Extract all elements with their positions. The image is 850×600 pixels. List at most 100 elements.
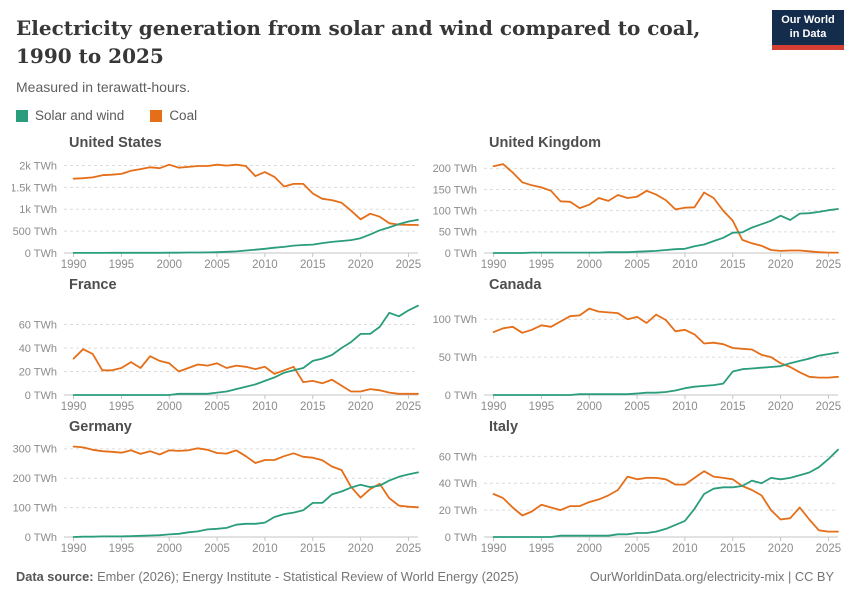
legend-item-coal: Coal xyxy=(150,108,197,123)
svg-text:60 TWh: 60 TWh xyxy=(19,319,57,331)
chart-plot[interactable]: 0 TWh 100 TWh 200 TWh 300 TWh 1990 1995 2000 20… xyxy=(12,438,422,554)
svg-text:2020: 2020 xyxy=(768,259,794,270)
svg-text:2k TWh: 2k TWh xyxy=(19,160,57,172)
svg-text:200 TWh: 200 TWh xyxy=(433,163,477,175)
chart-cell-united-states: United States 0 TWh 500 TWh 1k TWh 1.5k TWh… xyxy=(12,135,422,270)
svg-text:1.5k TWh: 1.5k TWh xyxy=(12,182,57,194)
page-title: Electricity generation from solar and wi… xyxy=(16,16,701,68)
svg-text:100 TWh: 100 TWh xyxy=(433,314,477,326)
svg-text:2000: 2000 xyxy=(156,259,182,270)
svg-text:150 TWh: 150 TWh xyxy=(433,184,477,196)
svg-text:2020: 2020 xyxy=(348,543,374,554)
svg-text:2015: 2015 xyxy=(720,259,746,270)
svg-text:1995: 1995 xyxy=(529,259,555,270)
owid-logo-line2: in Data xyxy=(789,27,827,40)
svg-text:2025: 2025 xyxy=(396,543,422,554)
svg-text:2000: 2000 xyxy=(576,401,602,412)
chart-title: Germany xyxy=(69,419,132,435)
svg-text:2020: 2020 xyxy=(348,259,374,270)
svg-text:2005: 2005 xyxy=(204,401,230,412)
svg-text:0 TWh: 0 TWh xyxy=(445,532,477,544)
svg-text:2010: 2010 xyxy=(672,543,698,554)
svg-text:200 TWh: 200 TWh xyxy=(13,473,57,485)
svg-text:1990: 1990 xyxy=(481,259,507,270)
svg-text:1995: 1995 xyxy=(529,543,555,554)
chart-cell-italy: Italy 0 TWh 20 TWh 40 TWh 60 TWh 1990 1995 200… xyxy=(432,419,842,554)
svg-text:2010: 2010 xyxy=(672,259,698,270)
svg-text:0 TWh: 0 TWh xyxy=(445,248,477,260)
owid-logo[interactable]: Our World in Data xyxy=(772,10,844,50)
owid-logo-line1: Our World xyxy=(781,14,835,27)
legend: Solar and wind Coal xyxy=(16,108,834,123)
svg-text:2005: 2005 xyxy=(624,259,650,270)
svg-text:100 TWh: 100 TWh xyxy=(13,502,57,514)
charts-grid: United States 0 TWh 500 TWh 1k TWh 1.5k TWh… xyxy=(12,135,841,554)
chart-plot[interactable]: 0 TWh 20 TWh 40 TWh 60 TWh 1990 1995 2000 2005 2… xyxy=(12,296,422,412)
svg-text:2020: 2020 xyxy=(348,401,374,412)
svg-text:1990: 1990 xyxy=(481,401,507,412)
svg-text:2010: 2010 xyxy=(252,259,278,270)
svg-text:100 TWh: 100 TWh xyxy=(433,206,477,218)
owid-attribution-link[interactable]: OurWorldinData.org/electricity-mix | CC … xyxy=(589,569,834,584)
svg-text:2000: 2000 xyxy=(576,543,602,554)
svg-text:2005: 2005 xyxy=(624,543,650,554)
chart-subtitle: Measured in terawatt-hours. xyxy=(16,79,191,95)
chart-plot[interactable]: 0 TWh 500 TWh 1k TWh 1.5k TWh 2k TWh 1990 1995… xyxy=(12,154,422,270)
svg-text:2025: 2025 xyxy=(816,543,842,554)
svg-text:1995: 1995 xyxy=(109,543,135,554)
svg-text:20 TWh: 20 TWh xyxy=(19,366,57,378)
chart-title: United Kingdom xyxy=(489,135,601,151)
svg-text:2005: 2005 xyxy=(204,543,230,554)
legend-item-solar-wind: Solar and wind xyxy=(16,108,124,123)
svg-text:2020: 2020 xyxy=(768,543,794,554)
data-source: Data source: Ember (2026); Energy Instit… xyxy=(16,569,519,584)
legend-label: Coal xyxy=(169,108,198,123)
svg-text:0 TWh: 0 TWh xyxy=(25,248,57,260)
svg-text:2015: 2015 xyxy=(300,401,326,412)
svg-text:2010: 2010 xyxy=(672,401,698,412)
svg-text:60 TWh: 60 TWh xyxy=(439,451,477,463)
svg-text:2010: 2010 xyxy=(252,543,278,554)
svg-text:40 TWh: 40 TWh xyxy=(19,343,57,355)
svg-text:2005: 2005 xyxy=(204,259,230,270)
svg-text:2025: 2025 xyxy=(396,259,422,270)
svg-text:2020: 2020 xyxy=(768,401,794,412)
svg-text:2025: 2025 xyxy=(816,401,842,412)
svg-text:1995: 1995 xyxy=(109,401,135,412)
svg-text:2015: 2015 xyxy=(300,259,326,270)
svg-text:2000: 2000 xyxy=(576,259,602,270)
svg-text:0 TWh: 0 TWh xyxy=(445,390,477,402)
svg-text:1995: 1995 xyxy=(109,259,135,270)
svg-text:2000: 2000 xyxy=(156,401,182,412)
chart-title: Italy xyxy=(489,419,519,435)
chart-plot[interactable]: 0 TWh 50 TWh 100 TWh 150 TWh 200 TWh 1990 1995… xyxy=(432,154,842,270)
chart-cell-germany: Germany 0 TWh 100 TWh 200 TWh 300 TWh 1990 19… xyxy=(12,419,422,554)
data-source-label: Data source: xyxy=(16,569,94,584)
legend-label: Solar and wind xyxy=(35,108,125,123)
chart-cell-united-kingdom: United Kingdom 0 TWh 50 TWh 100 TWh 150 TWh… xyxy=(432,135,842,270)
svg-text:1k TWh: 1k TWh xyxy=(19,204,57,216)
svg-text:1995: 1995 xyxy=(529,401,555,412)
svg-text:2015: 2015 xyxy=(300,543,326,554)
footer: Data source: Ember (2026); Energy Instit… xyxy=(16,569,834,584)
svg-text:40 TWh: 40 TWh xyxy=(439,478,477,490)
svg-text:2025: 2025 xyxy=(816,259,842,270)
svg-text:2025: 2025 xyxy=(396,401,422,412)
chart-plot[interactable]: 0 TWh 50 TWh 100 TWh 1990 1995 2000 2005 2010 20… xyxy=(432,296,842,412)
svg-text:0 TWh: 0 TWh xyxy=(25,532,57,544)
svg-text:2015: 2015 xyxy=(720,543,746,554)
svg-text:1990: 1990 xyxy=(61,543,87,554)
svg-text:20 TWh: 20 TWh xyxy=(439,505,477,517)
chart-title: United States xyxy=(69,135,162,151)
data-source-text: Ember (2026); Energy Institute - Statist… xyxy=(93,569,519,584)
svg-text:50 TWh: 50 TWh xyxy=(439,227,477,239)
svg-text:2000: 2000 xyxy=(156,543,182,554)
svg-text:300 TWh: 300 TWh xyxy=(13,444,57,456)
svg-text:1990: 1990 xyxy=(481,543,507,554)
svg-text:2015: 2015 xyxy=(720,401,746,412)
chart-cell-france: France 0 TWh 20 TWh 40 TWh 60 TWh 1990 1995 20… xyxy=(12,277,422,412)
svg-text:50 TWh: 50 TWh xyxy=(439,352,477,364)
chart-plot[interactable]: 0 TWh 20 TWh 40 TWh 60 TWh 1990 1995 2000 2005 2… xyxy=(432,438,842,554)
svg-text:500 TWh: 500 TWh xyxy=(13,226,57,238)
chart-title: France xyxy=(69,277,117,293)
